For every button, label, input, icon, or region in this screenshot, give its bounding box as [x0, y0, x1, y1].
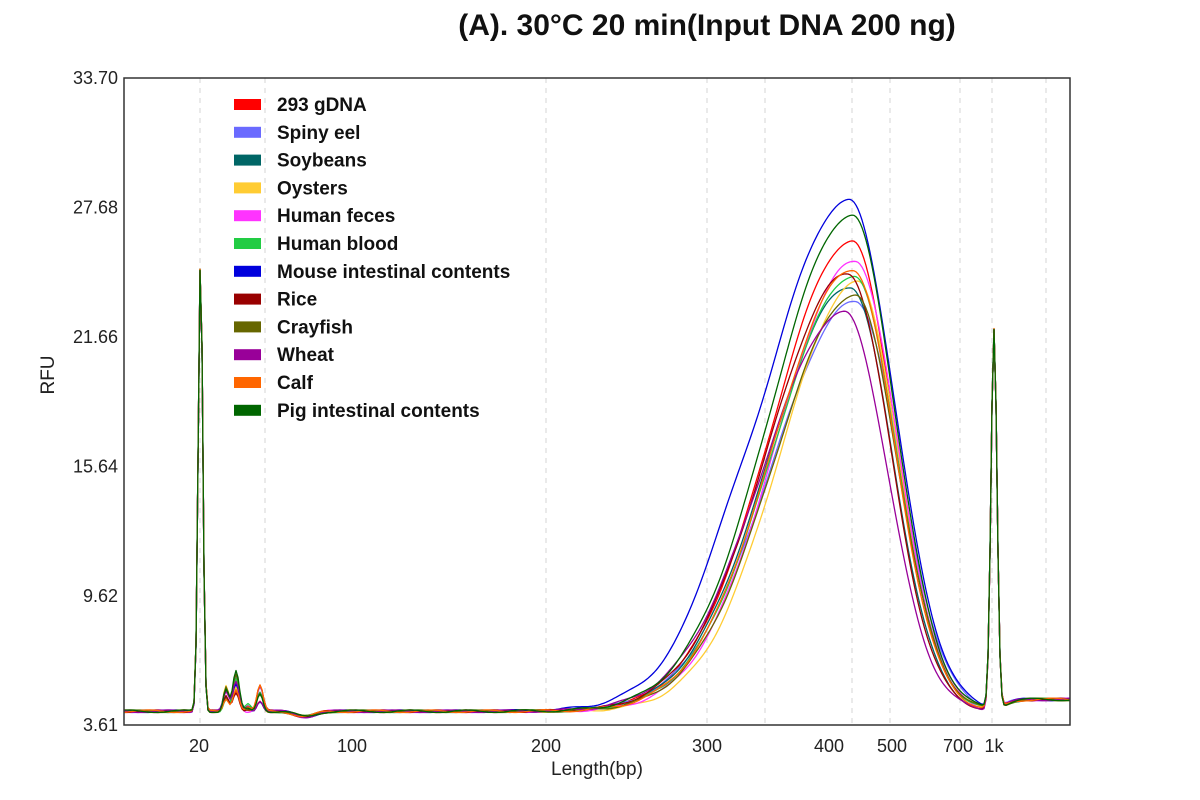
x-axis-ticks: 20 100 200 300 400 500 700 1k: [189, 736, 1005, 756]
legend-label: Calf: [277, 373, 314, 394]
series-line: [123, 269, 1071, 717]
y-tick-label: 27.68: [73, 197, 118, 217]
legend-swatch: [234, 154, 261, 166]
legend-label: Human feces: [277, 206, 395, 227]
series-line: [123, 268, 1071, 718]
x-tick-label: 1k: [984, 736, 1004, 756]
legend-label: Crayfish: [277, 317, 353, 338]
legend-swatch: [234, 265, 261, 277]
curves-group: [123, 198, 1071, 719]
legend-swatch: [234, 210, 261, 222]
legend-label: Wheat: [277, 345, 335, 366]
legend: 293 gDNA Spiny eel Soybeans Oysters Human fe…: [234, 95, 510, 422]
y-axis-label: RFU: [38, 355, 59, 394]
y-tick-label: 15.64: [73, 456, 118, 476]
legend-label: Pig intestinal contents: [277, 401, 480, 422]
legend-label: 293 gDNA: [277, 95, 367, 116]
legend-swatch: [234, 182, 261, 194]
y-axis-ticks: 3.61 9.62 15.64 21.66 27.68 33.70: [73, 68, 118, 735]
legend-swatch: [234, 404, 261, 416]
legend-swatch: [234, 99, 261, 110]
y-tick-label: 3.61: [83, 715, 118, 735]
series-line: [124, 214, 1071, 717]
plot-frame: [123, 77, 1071, 726]
legend-swatch: [234, 126, 261, 138]
y-tick-label: 9.62: [83, 586, 118, 606]
legend-label: Spiny eel: [277, 123, 360, 144]
x-axis-label: Length(bp): [551, 759, 643, 780]
legend-label: Rice: [277, 290, 317, 311]
legend-swatch: [234, 293, 261, 305]
x-tick-label: 400: [814, 736, 844, 756]
legend-swatch: [234, 321, 261, 333]
series-line: [123, 270, 1071, 719]
x-tick-label: 200: [531, 736, 561, 756]
series-line: [124, 268, 1071, 718]
x-tick-label: 20: [189, 736, 209, 756]
y-tick-label: 33.70: [73, 68, 118, 88]
legend-label: Human blood: [277, 234, 398, 255]
legend-label: Soybeans: [277, 151, 367, 172]
series-line: [123, 268, 1071, 717]
series-line: [124, 240, 1071, 717]
legend-label: Oysters: [277, 178, 348, 199]
legend-label: Mouse intestinal contents: [277, 262, 510, 283]
series-line: [123, 270, 1071, 719]
y-tick-label: 21.66: [73, 327, 118, 347]
legend-swatch: [234, 349, 261, 361]
chart-title: (A). 30°C 20 min(Input DNA 200 ng): [458, 9, 956, 42]
x-tick-label: 500: [877, 736, 907, 756]
legend-swatch: [234, 377, 261, 388]
x-tick-label: 700: [943, 736, 973, 756]
series-line: [123, 270, 1071, 718]
series-line: [123, 260, 1071, 719]
series-line: [123, 268, 1071, 717]
x-tick-label: 300: [692, 736, 722, 756]
x-tick-label: 100: [337, 736, 367, 756]
legend-swatch: [234, 238, 261, 249]
